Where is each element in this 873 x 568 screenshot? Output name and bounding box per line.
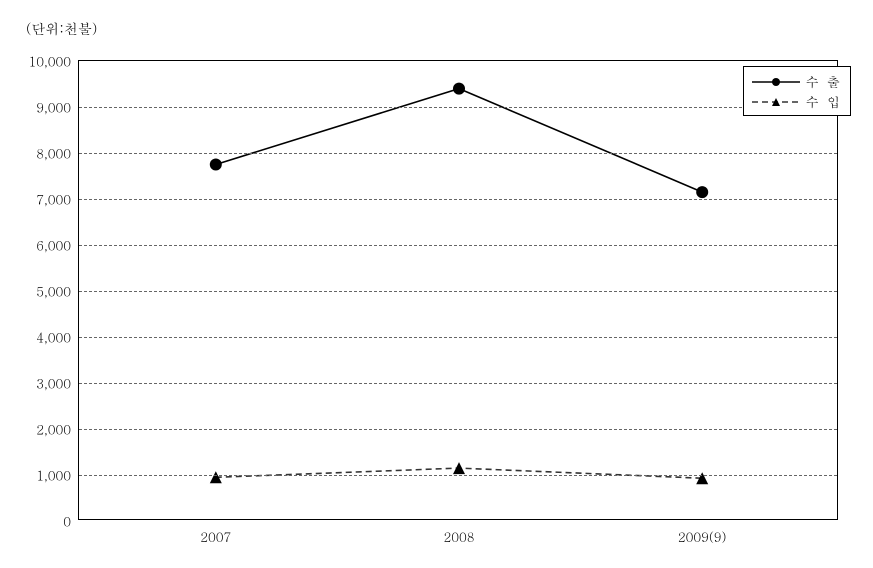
x-tick-label: 2007 — [200, 527, 231, 546]
y-tick-label: 3,000 — [36, 374, 71, 393]
legend-row: 수 출 — [752, 71, 842, 91]
marker-circle — [453, 83, 465, 95]
gridline — [79, 199, 837, 200]
y-tick-label: 0 — [63, 512, 71, 531]
y-tick-label: 2,000 — [36, 420, 71, 439]
y-tick-label: 9,000 — [36, 98, 71, 117]
legend-swatch — [752, 94, 800, 108]
plot-area: 01,0002,0003,0004,0005,0006,0007,0008,00… — [78, 60, 838, 520]
y-tick-label: 6,000 — [36, 236, 71, 255]
gridline — [79, 383, 837, 384]
y-tick-label: 8,000 — [36, 144, 71, 163]
legend: 수 출수 입 — [743, 66, 851, 116]
y-tick-label: 1,000 — [36, 466, 71, 485]
x-tick-label: 2008 — [444, 527, 475, 546]
legend-label: 수 출 — [806, 72, 842, 91]
y-tick-label: 10,000 — [28, 52, 71, 71]
gridline — [79, 245, 837, 246]
marker-triangle — [453, 462, 465, 474]
gridline — [79, 337, 837, 338]
gridline — [79, 475, 837, 476]
x-tick-label: 2009(9) — [678, 527, 727, 546]
gridline — [79, 107, 837, 108]
gridline — [79, 429, 837, 430]
gridline — [79, 291, 837, 292]
y-tick-label: 4,000 — [36, 328, 71, 347]
y-tick-label: 7,000 — [36, 190, 71, 209]
marker-circle — [696, 186, 708, 198]
y-tick-label: 5,000 — [36, 282, 71, 301]
series-line — [216, 89, 702, 193]
marker-circle — [210, 159, 222, 171]
chart-container: (단위:천불) 01,0002,0003,0004,0005,0006,0007… — [0, 0, 873, 568]
gridline — [79, 153, 837, 154]
legend-swatch — [752, 74, 800, 88]
legend-label: 수 입 — [806, 92, 842, 111]
legend-row: 수 입 — [752, 91, 842, 111]
unit-label: (단위:천불) — [26, 18, 97, 38]
